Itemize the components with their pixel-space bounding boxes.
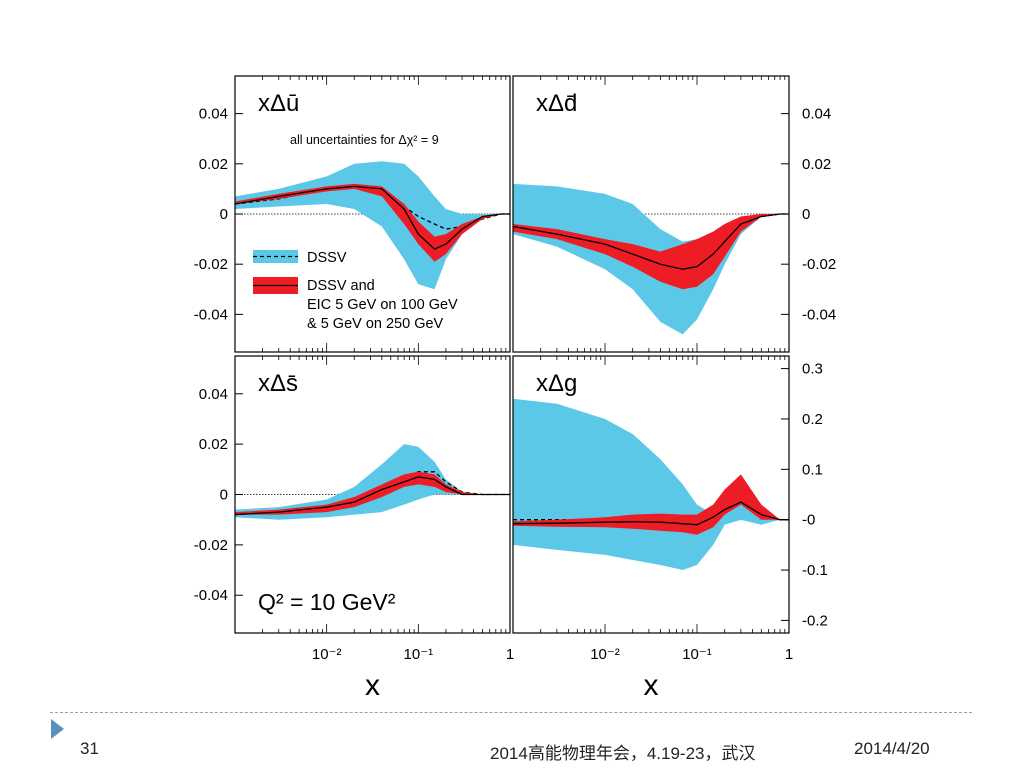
legend-entry: DSSV (307, 250, 347, 266)
footer-arrow-icon (51, 719, 64, 739)
panel-bottom-left: 0.04 0.02 0 -0.02 -0.04 10⁻² 10⁻¹ 1 x xΔs̄ Q² = 10… (194, 355, 514, 702)
panel-title: xΔg (536, 370, 577, 397)
series-line-3 (513, 213, 789, 270)
y-tick-label: 0.04 (199, 386, 228, 403)
y-tick-label: -0.04 (802, 306, 836, 323)
y-tick-label: -0.02 (194, 256, 228, 273)
y-tick-label: 0 (220, 206, 228, 223)
series-band-0 (235, 444, 510, 520)
q2-annotation: Q² = 10 GeV² (258, 589, 396, 615)
series-line-3 (235, 185, 510, 250)
plot-area (235, 444, 510, 520)
series-band-2 (513, 214, 789, 290)
x-tick-label: 10⁻² (312, 646, 342, 663)
x-tick-label: 1 (506, 646, 514, 663)
panel-title: xΔd̄ (536, 90, 577, 117)
x-axis-label: x (644, 669, 659, 702)
y-tick-label: 0.02 (199, 156, 228, 173)
legend-entry: EIC 5 GeV on 100 GeV (307, 297, 458, 313)
uncertainty-annotation: all uncertainties for Δχ² = 9 (290, 133, 439, 147)
x-tick-label: 1 (785, 646, 793, 663)
y-tick-label: 0.2 (802, 411, 823, 428)
y-tick-label: -0.2 (802, 612, 828, 629)
panel-title: xΔs̄ (258, 370, 298, 397)
series-band-0 (513, 398, 789, 570)
y-tick-label: 0.02 (802, 156, 831, 173)
page-number: 31 (80, 739, 99, 758)
y-tick-label: 0.1 (802, 461, 823, 478)
x-tick-label: 10⁻¹ (682, 646, 712, 663)
y-tick-label: 0.3 (802, 361, 823, 378)
x-axis-label: x (365, 669, 380, 702)
plot-area (513, 398, 789, 570)
y-tick-label: 0.04 (802, 106, 831, 123)
legend: DSSV DSSV and EIC 5 GeV on 100 GeV & 5 GeV … (253, 250, 458, 332)
plot-area (513, 183, 789, 335)
series-line-3 (513, 501, 789, 526)
y-tick-label: -0 (802, 512, 815, 529)
panel-frame (512, 355, 790, 634)
y-tick-label: 0 (220, 487, 228, 504)
x-tick-label: 10⁻² (590, 646, 620, 663)
series-band-2 (513, 474, 789, 535)
series-line-3 (235, 476, 510, 516)
panel-top-right: 0.04 0.02 0 -0.02 -0.04 xΔd̄ (512, 75, 836, 353)
slide-date: 2014/4/20 (854, 739, 930, 758)
panel-top-left: 0.04 0.02 0 -0.02 -0.04 xΔū all uncertainties … (194, 75, 511, 353)
y-tick-label: 0 (802, 206, 810, 223)
pdf-figure: 0.04 0.02 0 -0.02 -0.04 xΔū all uncertainties … (194, 75, 836, 702)
conference-info: 2014高能物理年会，4.19-23，武汉 (490, 744, 756, 763)
y-tick-label: -0.04 (194, 587, 228, 604)
y-tick-label: -0.1 (802, 562, 828, 579)
y-tick-label: -0.02 (194, 537, 228, 554)
panel-bottom-right: 0.3 0.2 0.1 -0 -0.1 -0.2 10⁻² 10⁻¹ 1 x xΔg (512, 355, 828, 702)
y-tick-label: -0.04 (194, 306, 228, 323)
y-tick-label: 0.04 (199, 106, 228, 123)
panel-title: xΔū (258, 90, 299, 117)
y-tick-label: 0.02 (199, 436, 228, 453)
x-tick-label: 10⁻¹ (404, 646, 434, 663)
y-tick-label: -0.02 (802, 256, 836, 273)
footer-divider (50, 712, 972, 713)
series-band-2 (235, 183, 510, 262)
legend-entry: DSSV and (307, 278, 375, 294)
plot-area (235, 161, 510, 290)
legend-entry: & 5 GeV on 250 GeV (307, 316, 444, 332)
